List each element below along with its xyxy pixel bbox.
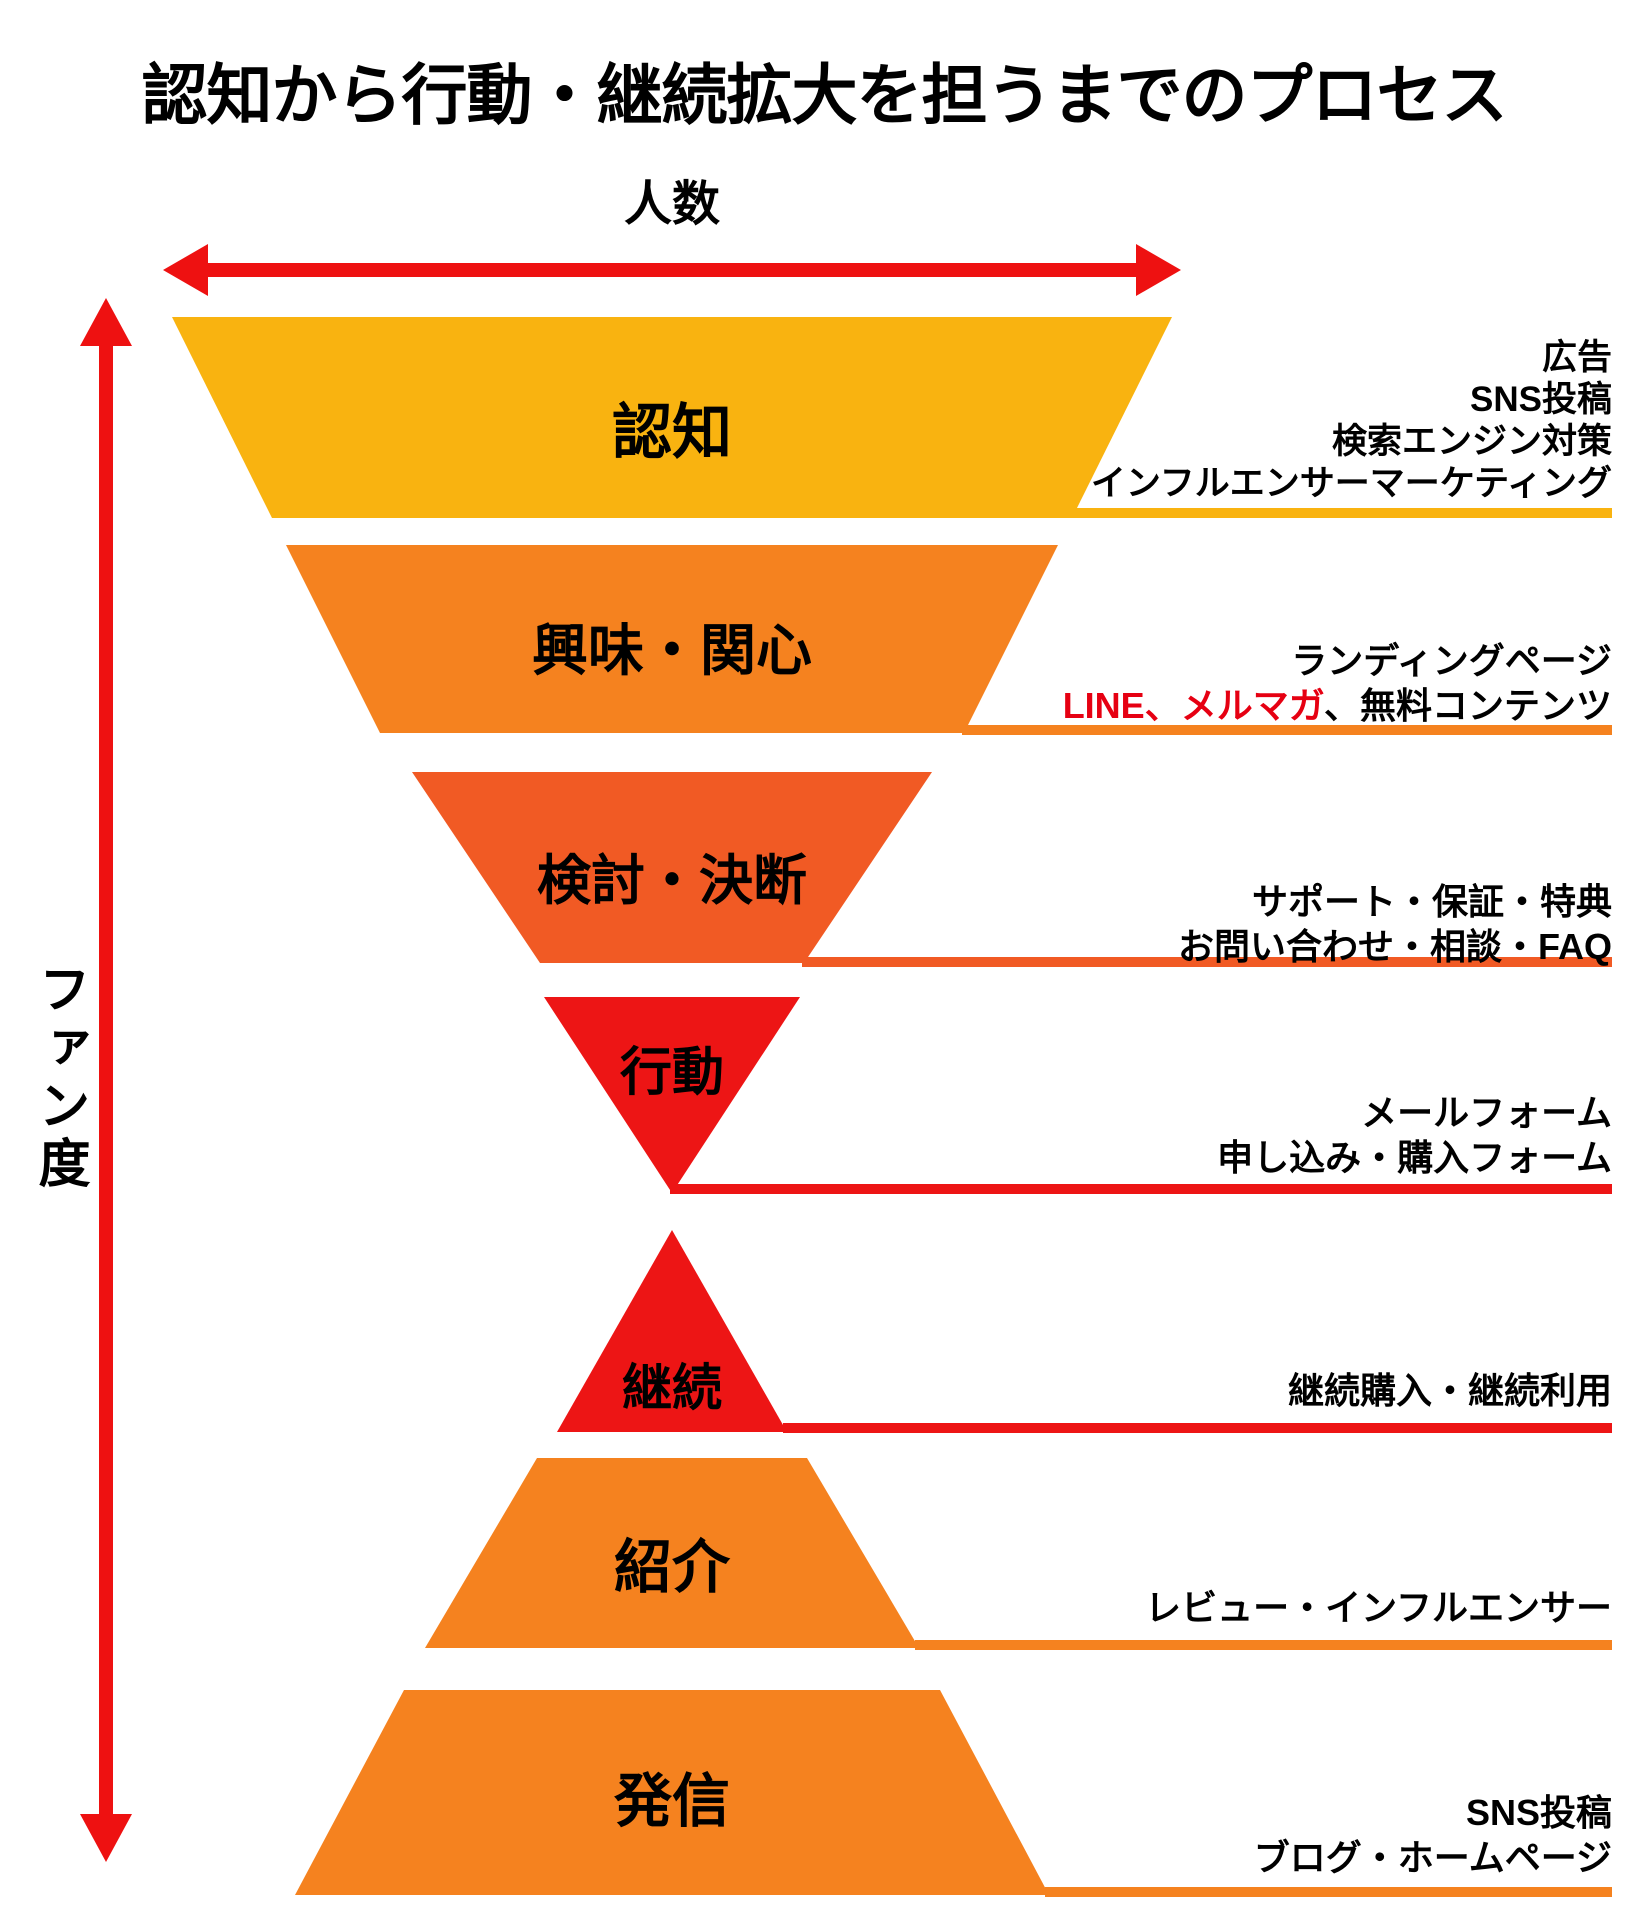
stage-referral-shape xyxy=(425,1458,919,1648)
method-line: 申し込み・購入フォーム xyxy=(1217,1137,1612,1178)
stage-consideration-label: 検討・決断 xyxy=(537,851,807,911)
method-line: ブログ・ホームページ xyxy=(1253,1837,1612,1878)
fan-level-arrow-shaft xyxy=(99,340,113,1820)
stage-referral-methods: レビュー・インフルエンサー xyxy=(1145,1585,1612,1630)
stage-awareness-underline xyxy=(1070,508,1612,518)
method-line: SNS投稿 xyxy=(1465,1792,1612,1833)
stage-interest-label: 興味・関心 xyxy=(532,619,812,682)
stage-broadcast-underline xyxy=(1045,1887,1612,1897)
method-line: お問い合わせ・相談・FAQ xyxy=(1177,926,1612,967)
stage-broadcast-label: 発信 xyxy=(613,1769,730,1834)
stage-referral-underline xyxy=(915,1640,1612,1650)
stage-broadcast-shape xyxy=(295,1690,1049,1895)
people-count-axis-label: 人数 xyxy=(623,178,720,231)
stage-action-shape xyxy=(544,997,800,1193)
people-count-arrow-shaft xyxy=(200,263,1145,277)
stage-consideration-shape xyxy=(412,772,932,963)
stage-consideration-methods: サポート・保証・特典 お問い合わせ・相談・FAQ xyxy=(1178,879,1612,969)
method-highlight-red: LINE、メルマガ xyxy=(1062,685,1324,726)
method-line: ランディングページ xyxy=(1291,640,1612,681)
stage-awareness-methods: 広告 SNS投稿 検索エンジン対策 インフルエンサーマーケティング xyxy=(1091,337,1612,505)
stage-continuation-methods: 継続購入・継続利用 xyxy=(1288,1368,1612,1413)
method-line: 検索エンジン対策 xyxy=(1331,422,1612,461)
stage-referral-label: 紹介 xyxy=(613,1535,730,1600)
stage-awareness-shape xyxy=(172,317,1172,518)
method-line: サポート・保証・特典 xyxy=(1251,881,1612,922)
method-line: LINE、メルマガ、無料コンテンツ xyxy=(1063,683,1612,728)
stage-consideration-underline xyxy=(802,957,1612,967)
method-line: レビュー・インフルエンサー xyxy=(1145,1587,1612,1628)
method-line: 広告 xyxy=(1541,338,1612,377)
page-title: 認知から行動・継続拡大を担うまでのプロセス xyxy=(141,58,1508,132)
arrow-left-head xyxy=(163,244,208,296)
method-line: SNS投稿 xyxy=(1470,380,1612,419)
stage-action-label: 行動 xyxy=(619,1044,724,1102)
arrow-top-head xyxy=(80,298,132,346)
stage-continuation-label: 継続 xyxy=(622,1360,722,1416)
method-line: メールフォーム xyxy=(1361,1092,1612,1133)
stage-action-methods: メールフォーム 申し込み・購入フォーム xyxy=(1217,1090,1612,1180)
stage-awareness-label: 認知 xyxy=(612,399,732,466)
method-highlight-black: 、無料コンテンツ xyxy=(1323,685,1612,726)
fan-level-arrow xyxy=(80,298,132,1862)
method-line: インフルエンサーマーケティング xyxy=(1090,464,1612,503)
stage-action-underline xyxy=(670,1184,1612,1194)
stage-interest-methods: ランディングページ LINE、メルマガ、無料コンテンツ xyxy=(1063,638,1612,728)
stage-continuation-shape xyxy=(557,1230,787,1432)
stage-broadcast-methods: SNS投稿 ブログ・ホームページ xyxy=(1254,1790,1612,1880)
stage-interest-shape xyxy=(286,545,1058,733)
people-count-arrow xyxy=(163,244,1181,296)
stage-interest-underline xyxy=(962,725,1612,735)
stage-continuation-underline xyxy=(783,1423,1612,1433)
method-line: 継続購入・継続利用 xyxy=(1287,1370,1612,1411)
arrow-right-head xyxy=(1136,244,1181,296)
arrow-bottom-head xyxy=(80,1814,132,1862)
fan-level-axis-label: ファン度 xyxy=(30,962,88,1194)
